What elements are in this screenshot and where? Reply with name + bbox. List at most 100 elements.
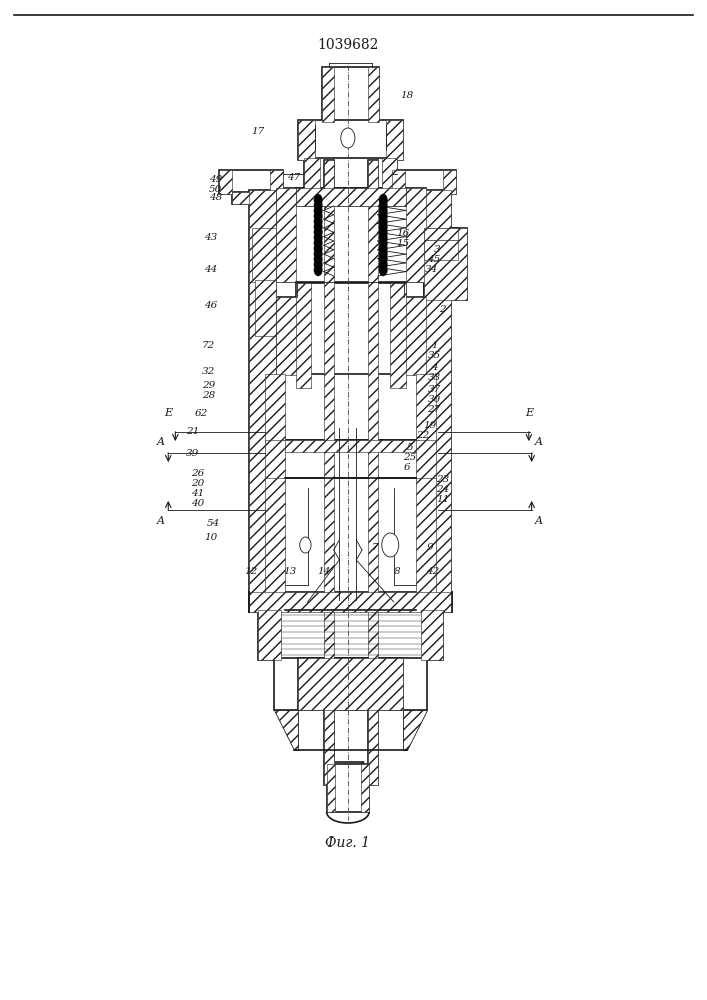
Bar [255, 280, 276, 336]
Text: 49: 49 [209, 176, 222, 184]
Bar [298, 120, 315, 160]
Bar [421, 610, 443, 660]
Text: Фиг. 1: Фиг. 1 [325, 836, 370, 850]
Bar [390, 283, 406, 388]
Text: 30: 30 [428, 395, 440, 404]
Text: 19: 19 [423, 420, 436, 430]
Text: 42: 42 [426, 568, 439, 576]
Bar [298, 658, 403, 710]
Circle shape [379, 205, 387, 217]
Circle shape [379, 221, 387, 233]
Bar [255, 280, 276, 336]
Bar [386, 120, 403, 160]
Text: A: A [534, 516, 543, 526]
Circle shape [379, 259, 387, 271]
Text: 14: 14 [317, 568, 330, 576]
Text: 45: 45 [428, 255, 440, 264]
Text: 47: 47 [287, 172, 300, 182]
Bar [361, 764, 369, 812]
Bar [405, 192, 443, 204]
Circle shape [382, 533, 399, 557]
Bar [265, 374, 285, 442]
Bar [322, 67, 379, 122]
Circle shape [314, 226, 322, 238]
Text: 28: 28 [202, 391, 215, 400]
Bar [424, 240, 458, 260]
Text: 18: 18 [400, 91, 413, 100]
Bar [265, 478, 436, 610]
Text: 9: 9 [426, 542, 433, 552]
Bar [298, 120, 403, 160]
Bar [327, 764, 369, 812]
Text: 37: 37 [428, 384, 440, 393]
Bar [276, 297, 426, 375]
Text: 25: 25 [404, 452, 416, 462]
Circle shape [379, 199, 387, 211]
Bar [424, 228, 458, 240]
Text: 2: 2 [439, 306, 446, 314]
Circle shape [314, 237, 322, 249]
Text: 62: 62 [195, 410, 208, 418]
Bar [424, 228, 458, 240]
Text: A: A [157, 437, 165, 447]
Text: 22: 22 [416, 432, 429, 440]
Bar [443, 170, 456, 194]
Text: E: E [525, 408, 533, 418]
Text: 23: 23 [436, 476, 449, 485]
Text: 48: 48 [209, 194, 222, 202]
Bar [283, 440, 419, 452]
Circle shape [300, 537, 311, 553]
Circle shape [379, 248, 387, 260]
Text: 50: 50 [209, 184, 222, 194]
Text: 8: 8 [394, 568, 401, 576]
Circle shape [379, 194, 387, 206]
Text: 11: 11 [436, 495, 449, 504]
Text: 54: 54 [207, 520, 220, 528]
Bar [252, 228, 276, 282]
Text: 34: 34 [425, 265, 438, 274]
Circle shape [379, 264, 387, 276]
Text: 41: 41 [192, 489, 204, 498]
Bar [265, 440, 436, 480]
Text: 46: 46 [204, 300, 217, 310]
Bar [249, 190, 276, 612]
Text: 15: 15 [397, 238, 409, 247]
Circle shape [379, 226, 387, 238]
Polygon shape [274, 710, 298, 750]
Bar [296, 283, 406, 388]
Polygon shape [332, 762, 363, 790]
Circle shape [314, 248, 322, 260]
Circle shape [314, 194, 322, 206]
Circle shape [314, 232, 322, 244]
Bar [416, 374, 436, 442]
Text: 6: 6 [403, 462, 410, 472]
Bar [276, 188, 426, 282]
Bar [368, 160, 378, 785]
Text: 32: 32 [202, 367, 215, 376]
Circle shape [314, 205, 322, 217]
Circle shape [379, 242, 387, 254]
Bar [258, 610, 443, 660]
Bar [327, 764, 335, 812]
Text: 12: 12 [245, 568, 257, 576]
Bar [304, 158, 320, 190]
Bar [404, 297, 426, 375]
Bar [298, 658, 403, 710]
Bar [232, 192, 270, 204]
Bar [296, 283, 311, 388]
Bar [322, 67, 334, 122]
Text: 26: 26 [192, 468, 204, 478]
Polygon shape [403, 710, 427, 750]
Text: 39: 39 [186, 448, 199, 458]
Bar [416, 440, 436, 480]
Bar [296, 188, 406, 206]
Text: 7: 7 [371, 542, 378, 552]
Bar [283, 440, 419, 452]
Text: 10: 10 [204, 534, 217, 542]
Text: A: A [534, 437, 543, 447]
Bar [219, 170, 232, 194]
Bar [424, 190, 451, 612]
Bar [265, 374, 436, 442]
Text: A: A [157, 516, 165, 526]
Bar [406, 188, 426, 282]
